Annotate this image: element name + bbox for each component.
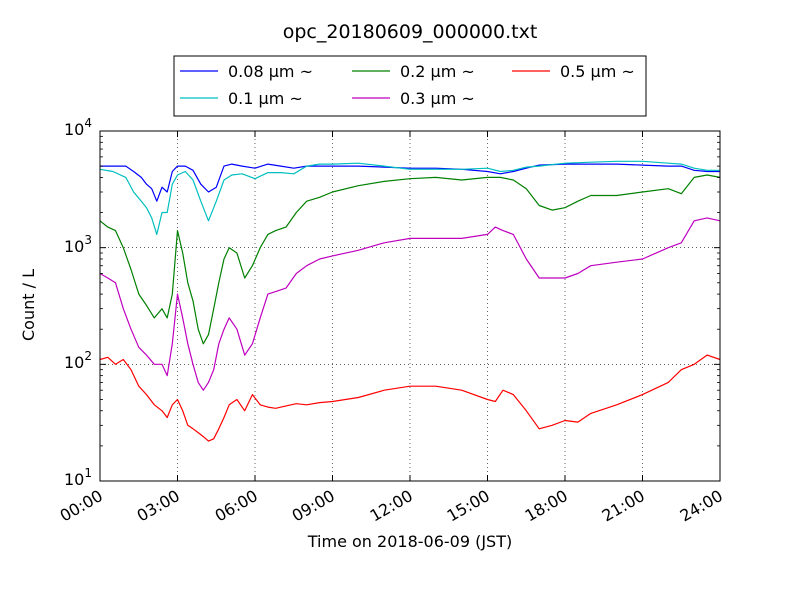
y-tick-label: 102 — [64, 349, 92, 372]
x-axis-label: Time on 2018-06-09 (JST) — [307, 532, 512, 551]
y-tick-labels: 101 102 103 104 — [64, 116, 92, 489]
y-tick-label: 104 — [64, 116, 92, 139]
y-tick-label: 103 — [64, 233, 92, 256]
chart-title: opc_20180609_000000.txt — [283, 21, 538, 43]
series-line — [99, 217, 721, 391]
legend-label: 0.1 μm ~ — [228, 89, 303, 108]
legend-label: 0.08 μm ~ — [228, 62, 313, 81]
legend-label: 0.3 μm ~ — [400, 89, 475, 108]
legend-label: 0.5 μm ~ — [560, 62, 635, 81]
series-line — [100, 163, 720, 202]
legend-entry: 0.3 μm ~ — [352, 89, 475, 108]
legend-entry: 0.08 μm ~ — [180, 62, 313, 81]
legend-entry: 0.5 μm ~ — [512, 62, 635, 81]
legend-entry: 0.1 μm ~ — [180, 89, 303, 108]
legend-frame — [173, 55, 647, 117]
series-line — [99, 160, 720, 235]
legend-label: 0.2 μm ~ — [400, 62, 475, 81]
legend: 0.08 μm ~ 0.1 μm ~ 0.2 μm ~ 0.3 μm ~ 0.5… — [173, 55, 647, 117]
series-lines — [99, 160, 721, 442]
series-line — [99, 174, 721, 345]
plot-frame — [99, 130, 721, 482]
series-line — [99, 354, 721, 442]
y-tick-label: 101 — [64, 466, 92, 489]
legend-entry: 0.2 μm ~ — [352, 62, 475, 81]
y-axis-label: Count / L — [19, 269, 38, 341]
